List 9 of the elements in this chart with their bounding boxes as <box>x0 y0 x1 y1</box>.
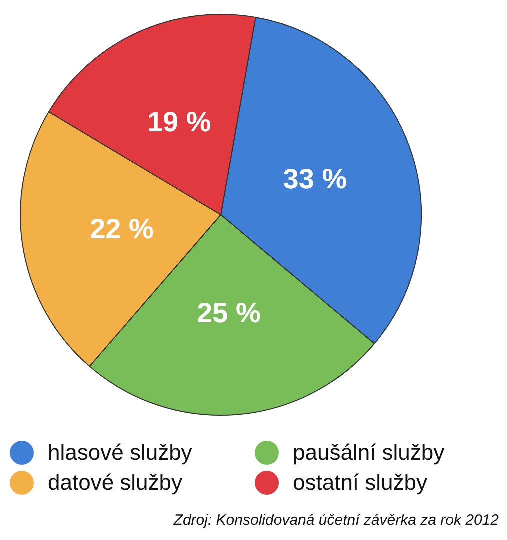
data-label: 19 % <box>147 106 212 138</box>
legend-label: paušální služby <box>293 440 445 466</box>
text: Zdroj: Konsolidovaná účetní závěrka za rok 2012 <box>174 512 499 529</box>
data-label: 25 % <box>197 298 261 329</box>
legend-label: hlasové služby <box>48 440 192 466</box>
legend-label: datové služby <box>48 470 183 496</box>
data-label: 22 % <box>90 214 154 245</box>
data-label: 33 % <box>283 163 348 194</box>
legend-label: ostatní služby <box>293 470 428 496</box>
